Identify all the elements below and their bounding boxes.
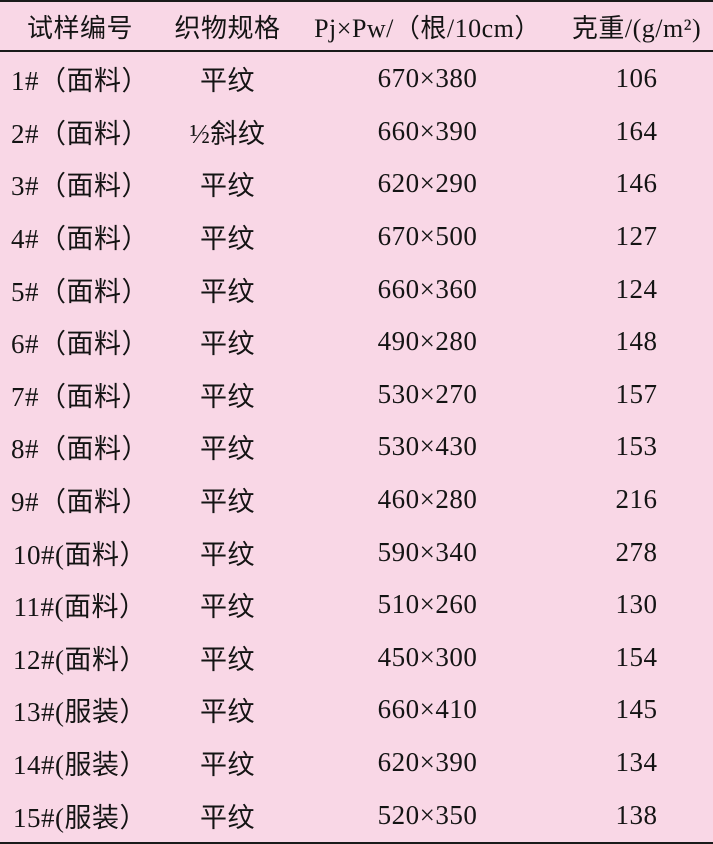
weight-cell: 216 — [615, 484, 658, 515]
table-row: 6#（面料） 平纹 490×280 148 — [0, 315, 713, 368]
weight-cell: 148 — [615, 326, 658, 357]
table-row: 11#(面料） 平纹 510×260 130 — [0, 578, 713, 631]
sample-id-cell: 1#（面料） — [11, 65, 149, 96]
density-cell: 530×270 — [377, 378, 478, 409]
table-row: 13#(服装） 平纹 660×410 145 — [0, 684, 713, 737]
density-cell: 660×360 — [377, 273, 478, 304]
density-cell: 620×390 — [377, 747, 478, 778]
sample-id-cell: 13#(服装） — [13, 697, 147, 728]
weight-cell: 153 — [615, 431, 658, 462]
density-cell: 450×300 — [377, 641, 478, 672]
weave-type-cell: 平纹 — [200, 750, 255, 781]
weave-type-cell: 平纹 — [200, 276, 255, 307]
col-header-weave-type: 织物规格 — [174, 13, 281, 43]
col-header-weight: 克重/(g/m²) — [571, 13, 702, 43]
weave-type-cell: 平纹 — [200, 802, 255, 833]
weight-cell: 278 — [615, 536, 658, 567]
table-row: 9#（面料） 平纹 460×280 216 — [0, 473, 713, 526]
table-row: 1#（面料） 平纹 670×380 106 — [0, 51, 713, 105]
sample-id-cell: 9#（面料） — [11, 487, 149, 518]
weight-cell: 124 — [615, 273, 658, 304]
density-cell: 670×380 — [377, 62, 478, 93]
density-cell: 660×390 — [377, 115, 478, 146]
sample-id-cell: 4#（面料） — [11, 223, 149, 254]
sample-id-cell: 12#(面料） — [13, 644, 147, 675]
weight-cell: 106 — [615, 62, 658, 93]
header-row: 试样编号 织物规格 Pj×Pw/（根/10cm） 克重/(g/m²) — [0, 1, 713, 51]
weave-type-cell: 平纹 — [200, 697, 255, 728]
table-row: 12#(面料） 平纹 450×300 154 — [0, 631, 713, 684]
sample-id-cell: 7#（面料） — [11, 381, 149, 412]
sample-id-cell: 2#（面料） — [11, 118, 149, 149]
sample-id-cell: 5#（面料） — [11, 276, 149, 307]
table-body: 1#（面料） 平纹 670×380 106 2#（面料） ½斜纹 660×390 164 3#（… — [0, 51, 713, 843]
weight-cell: 138 — [615, 799, 658, 830]
weight-cell: 130 — [615, 589, 658, 620]
density-cell: 620×290 — [377, 168, 478, 199]
weave-type-cell: 平纹 — [200, 539, 255, 570]
sample-id-cell: 15#(服装） — [13, 802, 147, 833]
weave-type-cell: ½斜纹 — [189, 118, 266, 149]
weight-cell: 157 — [615, 378, 658, 409]
table-row: 7#（面料） 平纹 530×270 157 — [0, 368, 713, 421]
table-row: 5#（面料） 平纹 660×360 124 — [0, 263, 713, 316]
table-row: 8#（面料） 平纹 530×430 153 — [0, 421, 713, 474]
sample-id-cell: 6#（面料） — [11, 329, 149, 360]
col-header-density: Pj×Pw/（根/10cm） — [314, 13, 541, 43]
weight-cell: 134 — [615, 747, 658, 778]
density-cell: 590×340 — [377, 536, 478, 567]
weave-type-cell: 平纹 — [200, 434, 255, 465]
weave-type-cell: 平纹 — [200, 329, 255, 360]
weave-type-cell: 平纹 — [200, 223, 255, 254]
sample-id-cell: 11#(面料） — [13, 592, 147, 623]
col-header-sample-id: 试样编号 — [26, 13, 133, 43]
density-cell: 530×430 — [377, 431, 478, 462]
density-cell: 460×280 — [377, 484, 478, 515]
density-cell: 670×500 — [377, 220, 478, 251]
weight-cell: 146 — [615, 168, 658, 199]
density-cell: 510×260 — [377, 589, 478, 620]
table-row: 4#（面料） 平纹 670×500 127 — [0, 210, 713, 263]
table-row: 14#(服装） 平纹 620×390 134 — [0, 736, 713, 789]
density-cell: 520×350 — [377, 799, 478, 830]
sample-id-cell: 14#(服装） — [13, 750, 147, 781]
weight-cell: 164 — [615, 115, 658, 146]
weight-cell: 154 — [615, 641, 658, 672]
weave-type-cell: 平纹 — [200, 381, 255, 412]
table-row: 3#（面料） 平纹 620×290 146 — [0, 158, 713, 211]
weave-type-cell: 平纹 — [200, 592, 255, 623]
density-cell: 660×410 — [377, 694, 478, 725]
table-header: 试样编号 织物规格 Pj×Pw/（根/10cm） 克重/(g/m²) — [0, 1, 713, 51]
weight-cell: 127 — [615, 220, 658, 251]
weave-type-cell: 平纹 — [200, 487, 255, 518]
weave-type-cell: 平纹 — [200, 644, 255, 675]
sample-id-cell: 3#（面料） — [11, 171, 149, 202]
table-row: 2#（面料） ½斜纹 660×390 164 — [0, 105, 713, 158]
weave-type-cell: 平纹 — [200, 171, 255, 202]
sample-id-cell: 10#(面料） — [13, 539, 147, 570]
density-cell: 490×280 — [377, 326, 478, 357]
weave-type-cell: 平纹 — [200, 65, 255, 96]
table-row: 15#(服装） 平纹 520×350 138 — [0, 789, 713, 843]
table-row: 10#(面料） 平纹 590×340 278 — [0, 526, 713, 579]
weight-cell: 145 — [615, 694, 658, 725]
sample-id-cell: 8#（面料） — [11, 434, 149, 465]
